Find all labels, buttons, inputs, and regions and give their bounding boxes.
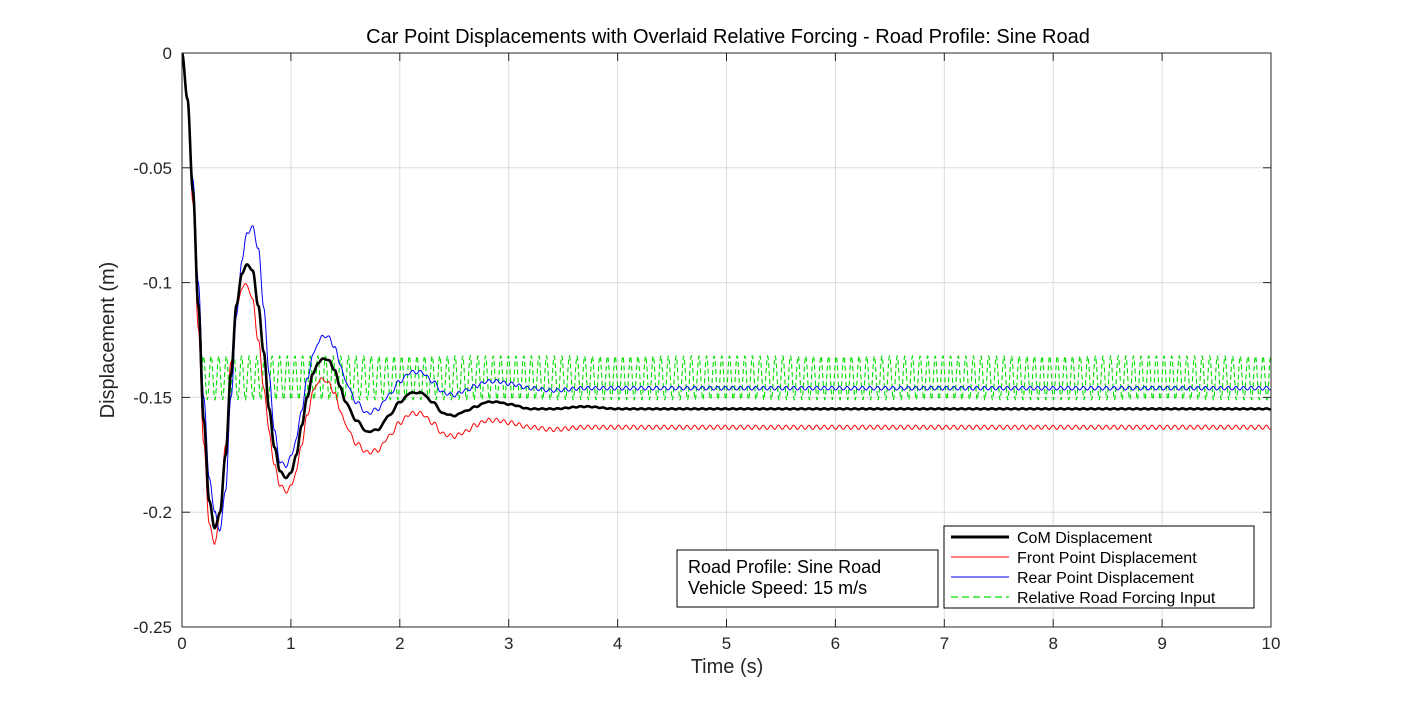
annotation-line-road-profile: Road Profile: Sine Road	[688, 557, 881, 577]
x-tick-label: 5	[722, 634, 731, 653]
legend: CoM Displacement Front Point Displacemen…	[943, 525, 1255, 609]
x-axis-label: Time (s)	[691, 656, 764, 678]
x-tick-label: 9	[1157, 634, 1166, 653]
axis-ticks	[181, 52, 1272, 628]
y-tick-label: -0.25	[133, 618, 172, 637]
series-line-com	[182, 53, 1271, 530]
y-tick-label: -0.2	[143, 503, 172, 522]
series-line-rear-point	[182, 53, 1271, 532]
x-tick-label: 0	[177, 634, 186, 653]
legend-label-road: Relative Road Forcing Input	[1017, 590, 1216, 607]
y-tick-label: -0.15	[133, 388, 172, 407]
x-tick-label: 8	[1048, 634, 1057, 653]
x-tick-label: 4	[613, 634, 622, 653]
series-line-road-forcing	[201, 354, 1271, 401]
x-tick-label: 3	[504, 634, 513, 653]
legend-label-front: Front Point Displacement	[1017, 550, 1197, 567]
series-line-front-point	[182, 53, 1271, 545]
y-tick-label: 0	[163, 44, 172, 63]
legend-box	[943, 525, 1255, 609]
y-tick-label: -0.1	[143, 274, 172, 293]
legend-label-com: CoM Displacement	[1017, 530, 1153, 547]
chart-title: Car Point Displacements with Overlaid Re…	[366, 26, 1090, 48]
annotation-line-vehicle-speed: Vehicle Speed: 15 m/s	[688, 578, 867, 598]
legend-label-rear: Rear Point Displacement	[1017, 570, 1195, 587]
y-tick-label: -0.05	[133, 159, 172, 178]
x-tick-label: 7	[940, 634, 949, 653]
x-tick-label: 1	[286, 634, 295, 653]
x-tick-labels: 0 1 2 3 4 5 6 7 8 9 10	[177, 634, 1280, 653]
y-axis-label: Displacement (m)	[97, 262, 119, 419]
y-tick-labels: 0 -0.05 -0.1 -0.15 -0.2 -0.25	[133, 44, 172, 637]
x-tick-label: 6	[831, 634, 840, 653]
x-tick-label: 2	[395, 634, 404, 653]
annotation-box	[676, 549, 939, 608]
series-layer	[182, 53, 1271, 545]
road-profile-annotation: Road Profile: Sine Road Vehicle Speed: 1…	[676, 549, 939, 608]
x-tick-label: 10	[1262, 634, 1281, 653]
